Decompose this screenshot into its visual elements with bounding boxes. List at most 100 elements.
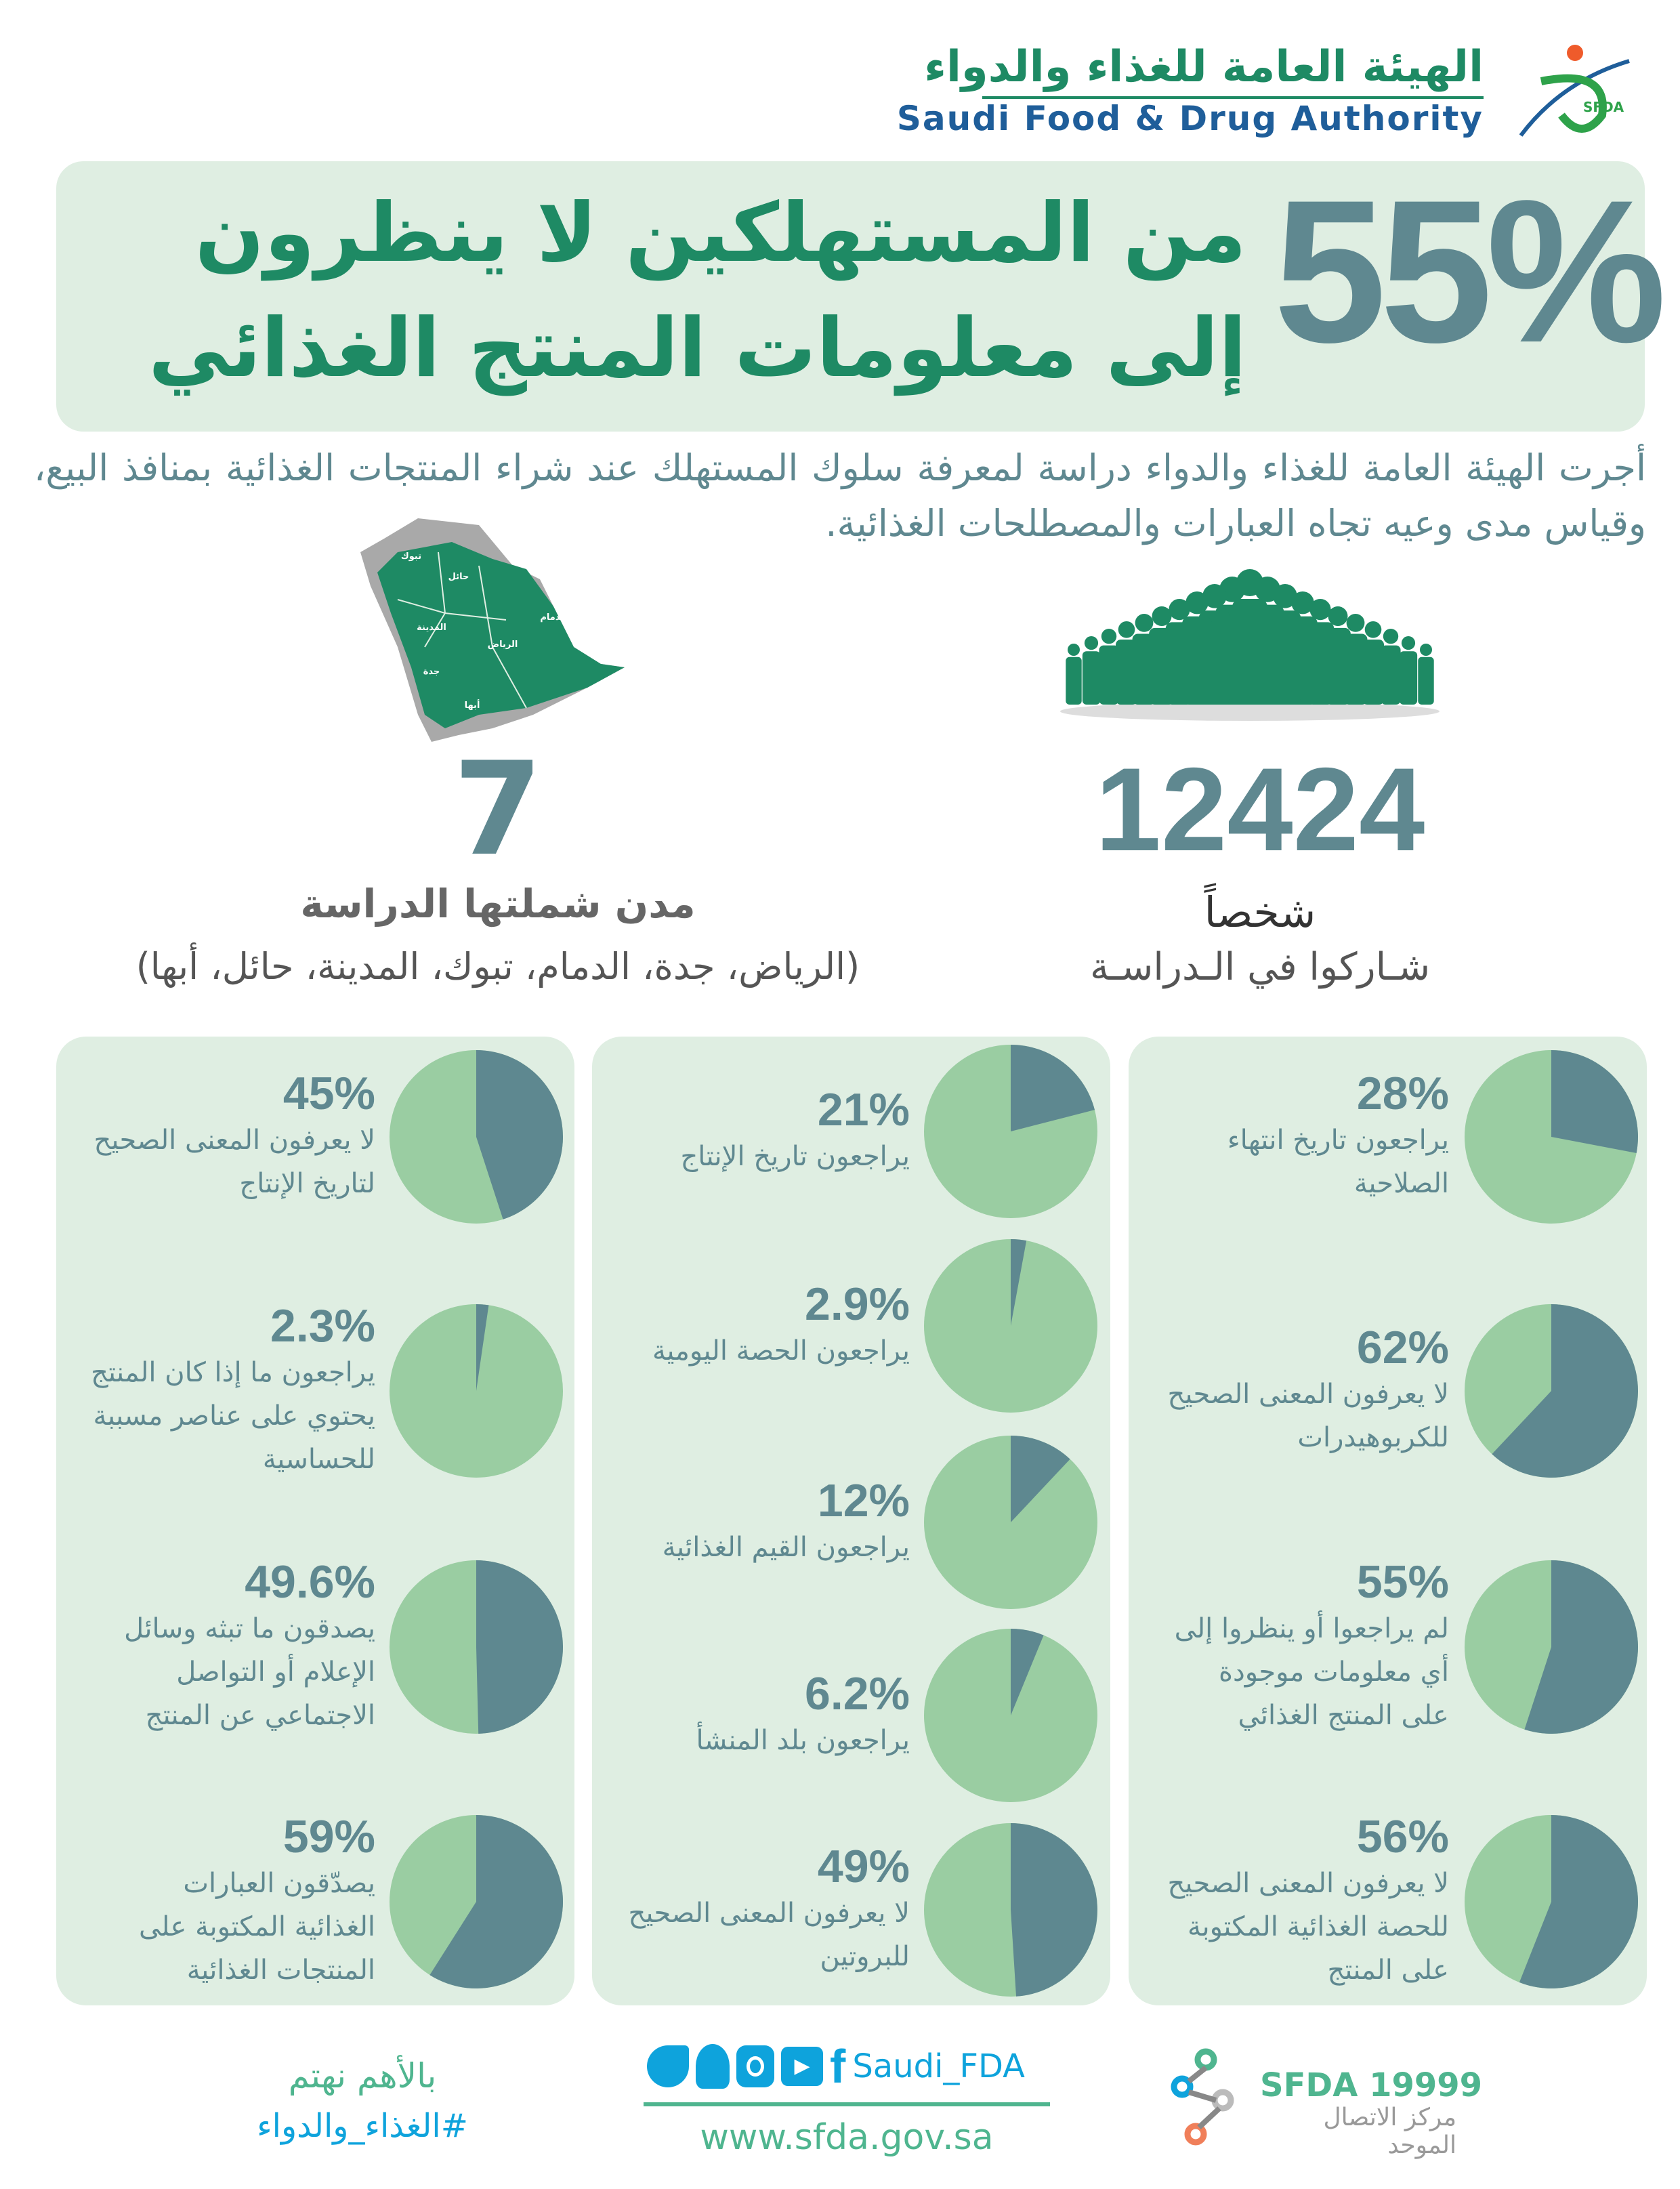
stat-label: لا يعرفون المعنى الصحيح (628, 1898, 910, 1930)
stat-label: لم يراجعوا أو ينظروا إلى (1174, 1613, 1449, 1645)
map-label: الدمام (540, 612, 566, 623)
person-icon (1082, 636, 1101, 705)
pie-slice-value (476, 1304, 489, 1391)
participants-unit: شخصاً (1204, 888, 1316, 937)
person-icon (1399, 636, 1418, 705)
cities-count: 7 (453, 734, 543, 884)
stat-item: 49.6% يصدقون ما تبثه وسائل الإعلام أو التو… (23, 1556, 375, 1738)
map-label: الرياض (488, 640, 518, 650)
people-crowd-icon (1060, 569, 1440, 721)
person-icon (1132, 614, 1156, 705)
stat-label: يراجعون بلد المنشأ (696, 1725, 910, 1757)
pie-chart (924, 1239, 1097, 1413)
pie-slice-value (476, 1050, 563, 1219)
logo-english: Saudi Food & Drug Authority (896, 99, 1484, 138)
person-icon (1232, 569, 1267, 705)
stat-percent: 62% (1356, 1321, 1449, 1373)
person-icon (1418, 644, 1434, 705)
stat-item: 59% يصدّقون العبارات الغذائية المكتوبة على… (23, 1810, 375, 1993)
snapchat-icon[interactable] (696, 2044, 730, 2089)
stat-label: لا يعرفون المعنى الصحيح (1167, 1868, 1449, 1900)
headline-line-2: إلى معلومات المنتج الغذائي (148, 301, 1246, 396)
person-icon (1381, 629, 1401, 705)
person-icon (1066, 644, 1082, 705)
sfda-emblem-icon: SFDA (1519, 45, 1630, 137)
stat-item: 55% لم يراجعوا أو ينظروا إلى أي معلومات مو… (1097, 1556, 1449, 1738)
stat-item: 62% لا يعرفون المعنى الصحيح للكربوهيدرات (1097, 1322, 1449, 1460)
pie-chart (390, 1815, 563, 1988)
map-label: حائل (448, 572, 469, 582)
pie-chart (1465, 1560, 1638, 1734)
map-label: تبوك (401, 551, 421, 562)
stat-label: المنتجات الغذائية (186, 1955, 375, 1986)
pie-chart (924, 1436, 1097, 1609)
instagram-icon[interactable] (736, 2045, 774, 2087)
stat-label: يراجعون القيم الغذائية (662, 1532, 910, 1564)
facebook-icon[interactable]: f (830, 2040, 846, 2093)
stat-label: لا يعرفون المعنى الصحيح (1167, 1379, 1449, 1411)
stat-percent: 49% (817, 1840, 910, 1892)
footer-slogan: بالأهم نهتم (288, 2056, 437, 2096)
stat-item: 12% يراجعون القيم الغذائية (558, 1475, 910, 1570)
stat-label: للبروتين (820, 1941, 910, 1973)
headline-line-1: من المستهلكين لا ينظرون (194, 186, 1246, 280)
stat-label: أي معلومات موجودة (1219, 1656, 1449, 1688)
stat-item: 28% يراجعون تاريخ انتهاء الصلاحية (1097, 1068, 1449, 1206)
stat-label: لا يعرفون المعنى الصحيح (93, 1125, 375, 1156)
pie-chart (390, 1304, 563, 1478)
pie-slice-value (1551, 1050, 1638, 1153)
svg-text:SFDA: SFDA (1583, 99, 1624, 115)
stat-item: 2.9% يراجعون الحصة اليومية (558, 1278, 910, 1373)
stat-label: للكربوهيدرات (1297, 1422, 1449, 1454)
call-center-number[interactable]: SFDA 19999 (1260, 2066, 1482, 2104)
youtube-icon[interactable]: ▶ (781, 2047, 823, 2086)
headline-percent: 55% (1274, 157, 1666, 385)
cities-title: مدن شملتها الدراسة (300, 881, 696, 927)
header-banner (56, 161, 1645, 432)
map-label: جدة (423, 667, 440, 677)
pie-slice-value (1011, 1629, 1044, 1715)
stat-percent: 56% (1356, 1810, 1449, 1862)
twitter-icon[interactable] (647, 2045, 689, 2087)
social-handle[interactable]: Saudi_FDA (852, 2047, 1025, 2085)
pie-slice-value (1011, 1045, 1095, 1131)
participants-caption: شـاركوا في الـدراسـة (1089, 945, 1430, 989)
pie-chart (1465, 1304, 1638, 1478)
pie-slice-value (1011, 1823, 1097, 1997)
pie-slice-value (1492, 1304, 1638, 1478)
logo-arabic: الهيئة العامة للغذاء والدواء (924, 42, 1484, 92)
stat-item: 45% لا يعرفون المعنى الصحيح لتاريخ الإنتاج (23, 1068, 375, 1206)
social-links: ▶ f Saudi_FDA (647, 2039, 1053, 2093)
stat-label: يراجعون تاريخ الإنتاج (680, 1141, 910, 1173)
participants-count: 12424 (1095, 744, 1425, 876)
call-center-logo-icon (1171, 2048, 1234, 2146)
website-link[interactable]: www.sfda.gov.sa (700, 2117, 994, 2158)
stat-percent: 55% (1356, 1556, 1449, 1608)
stat-label: يصدقون ما تبثه وسائل (124, 1613, 375, 1645)
person-icon (1099, 629, 1119, 705)
pie-slice-value (429, 1815, 563, 1988)
stat-label: يراجعون الحصة اليومية (652, 1335, 910, 1367)
map-label: أبها (465, 699, 480, 711)
stat-percent: 6.2% (805, 1667, 910, 1719)
pie-chart (1465, 1050, 1638, 1224)
stat-label: على المنتج (1327, 1955, 1449, 1986)
pie-chart (924, 1629, 1097, 1802)
pie-slice-value (1524, 1560, 1638, 1734)
pie-chart (924, 1045, 1097, 1218)
pie-slice-value (1011, 1436, 1070, 1522)
cities-list: (الرياض، جدة، الدمام، تبوك، المدينة، حائ… (135, 945, 860, 988)
pie-slice-value (1519, 1815, 1638, 1988)
call-center-label: مركز الاتصال الموحد (1323, 2104, 1457, 2159)
stat-label: الاجتماعي عن المنتج (145, 1700, 375, 1732)
stat-percent: 28% (1356, 1067, 1449, 1119)
stat-percent: 59% (282, 1810, 375, 1862)
stat-percent: 45% (282, 1067, 375, 1119)
footer-divider (644, 2102, 1050, 2106)
stat-item: 49% لا يعرفون المعنى الصحيح للبروتين (558, 1841, 910, 1979)
footer-hashtag[interactable]: #الغذاء_والدواء (257, 2107, 468, 2145)
stat-label: يصدّقون العبارات (183, 1868, 375, 1900)
pie-chart (390, 1050, 563, 1224)
person-icon (1116, 621, 1137, 705)
stat-item: 56% لا يعرفون المعنى الصحيح للحصة الغذائية… (1097, 1810, 1449, 1993)
